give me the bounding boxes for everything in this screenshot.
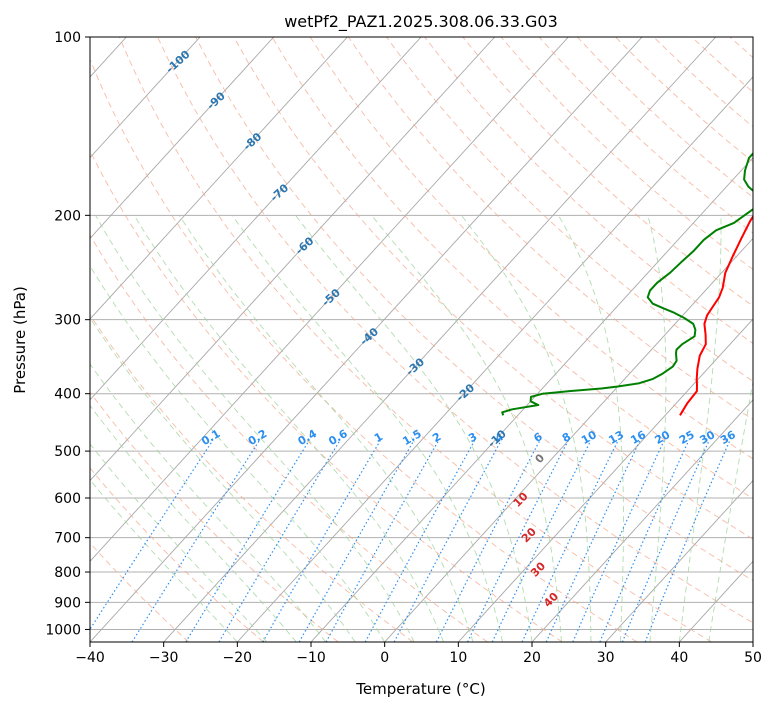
moist-adiabat xyxy=(90,479,238,642)
y-tick-label: 600 xyxy=(54,491,81,507)
dry-adiabat xyxy=(90,467,264,642)
moist-adiabat xyxy=(90,317,356,642)
y-tick-label: 300 xyxy=(54,313,81,329)
y-tick-label: 700 xyxy=(54,531,81,547)
moist-adiabat xyxy=(678,215,722,642)
isotherm-line xyxy=(90,37,569,562)
dry-adiabat xyxy=(309,37,753,460)
dry-adiabat xyxy=(386,37,753,382)
mixing-ratio-line xyxy=(325,440,440,642)
y-tick-label: 200 xyxy=(54,208,81,224)
isotherm-line xyxy=(531,399,753,642)
x-tick-label: 30 xyxy=(597,650,615,666)
mixing-ratio-line xyxy=(621,440,710,642)
y-tick-label: 500 xyxy=(54,444,81,460)
isotherm-line xyxy=(237,76,753,642)
mixing-ratio-line xyxy=(545,440,641,642)
moist-adiabat xyxy=(90,363,327,642)
dry-adiabat xyxy=(348,37,753,421)
x-tick-label: 10 xyxy=(449,650,467,666)
background-lines xyxy=(90,37,753,642)
dry-adiabat xyxy=(90,149,563,642)
mixing-ratio-line xyxy=(364,440,476,642)
x-tick-label: 40 xyxy=(670,650,688,666)
gridlines xyxy=(90,37,753,642)
series xyxy=(501,152,753,416)
dry-adiabat xyxy=(271,37,753,500)
dry-adiabat xyxy=(157,37,753,624)
isotherm-line xyxy=(458,318,753,642)
mixing-ratio-line xyxy=(185,440,310,642)
dry-adiabat xyxy=(90,234,488,642)
x-tick-label: −20 xyxy=(223,650,253,666)
axis-ticks: −40 −30 −20 −10 0 10 20 30 40 50 1000 900 800 700 600 5… xyxy=(45,30,762,666)
isotherm-line xyxy=(90,37,496,482)
x-tick-label: 0 xyxy=(380,650,389,666)
dry-adiabat xyxy=(90,58,638,642)
dry-adiabat xyxy=(118,37,712,642)
y-tick-label: 900 xyxy=(54,595,81,611)
mixing-ratio-line xyxy=(599,440,690,642)
mixing-ratio-line xyxy=(262,440,381,642)
moist-adiabat xyxy=(90,265,386,642)
plot-background xyxy=(90,37,753,642)
isotherm-line xyxy=(90,37,275,240)
y-tick-label: 400 xyxy=(54,387,81,403)
isotherm-line xyxy=(90,37,422,401)
mixing-ratio-line xyxy=(572,440,665,642)
moist-adiabat xyxy=(708,379,753,642)
dry-adiabat xyxy=(90,542,190,642)
moist-adiabat xyxy=(231,215,503,642)
y-axis-label: Pressure (hPa) xyxy=(11,286,29,394)
dry-adiabat xyxy=(195,37,753,582)
mixing-ratio-line xyxy=(90,440,214,631)
x-tick-label: −30 xyxy=(149,650,179,666)
temperature-profile-line xyxy=(679,214,753,416)
mixing-ratio-line xyxy=(298,440,415,642)
mixing-ratio-line xyxy=(491,440,592,642)
moist-adiabat xyxy=(95,215,415,642)
isotherm-line xyxy=(605,479,753,642)
x-tick-label: 20 xyxy=(523,650,541,666)
mixing-ratio-line xyxy=(131,440,260,642)
x-tick-label: −40 xyxy=(75,650,105,666)
x-tick-label: 50 xyxy=(744,650,762,666)
x-tick-label: −10 xyxy=(296,650,326,666)
y-tick-label: 100 xyxy=(54,30,81,46)
isotherm-line xyxy=(163,37,717,642)
isotherm-line xyxy=(90,37,643,642)
plot-frame xyxy=(89,36,754,643)
mixing-ratio-line xyxy=(218,440,341,642)
moist-adiabat xyxy=(647,215,667,642)
x-axis-label: Temperature (°C) xyxy=(355,680,485,698)
chart-title: wetPf2_PAZ1.2025.308.06.33.G03 xyxy=(284,12,558,32)
y-tick-label: 800 xyxy=(54,565,81,581)
dewpoint-profile-line xyxy=(501,152,753,416)
dry-adiabat xyxy=(233,37,753,540)
moist-adiabat xyxy=(461,215,592,642)
isotherm-line xyxy=(384,237,753,642)
y-tick-label: 1000 xyxy=(45,622,81,638)
moist-adiabat xyxy=(133,215,445,642)
moist-adiabat xyxy=(558,215,624,642)
mixing-ratio-line xyxy=(466,440,569,642)
moist-adiabat xyxy=(371,215,562,642)
isotherm-line xyxy=(90,37,348,320)
isotherm-line xyxy=(752,641,753,642)
isotherm-line xyxy=(90,37,201,159)
